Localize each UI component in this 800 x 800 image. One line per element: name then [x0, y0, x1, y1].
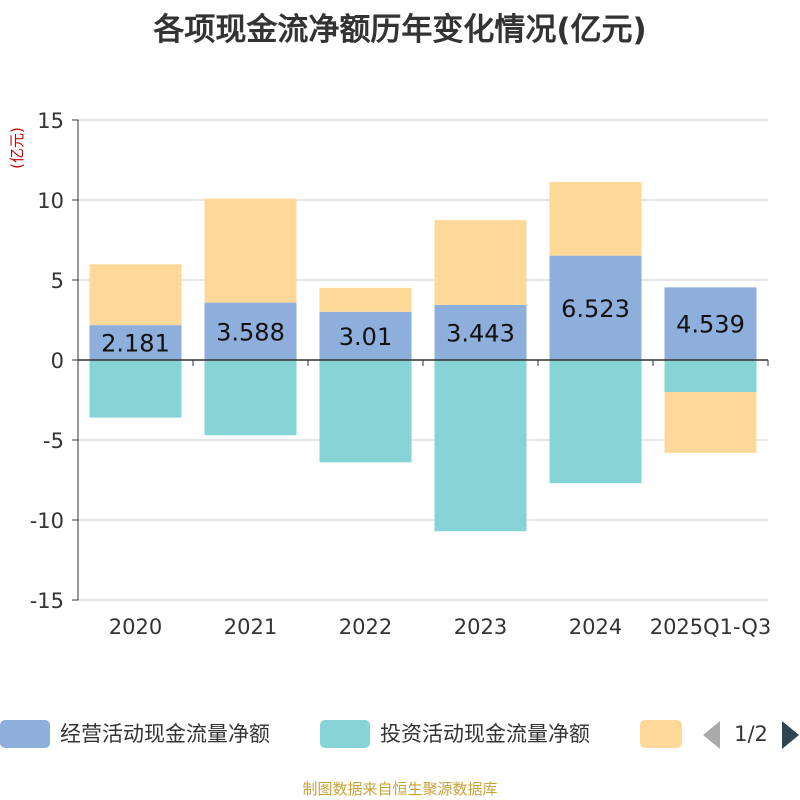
data-label-2023: 3.443 — [446, 319, 515, 347]
pager-prev-icon[interactable] — [703, 721, 720, 749]
y-tick-label: 15 — [37, 109, 64, 133]
bar-s2-2020[interactable] — [89, 264, 182, 326]
axes: 15 10 5 0 -5 -10 -15 2020 2021 2022 2023 2024 2025Q1… — [30, 109, 772, 639]
y-axis-unit-label: (亿元) — [8, 127, 26, 169]
pager-next-icon[interactable] — [782, 721, 799, 749]
bar-s1-2024[interactable] — [549, 360, 642, 484]
bar-s0-2020[interactable] — [89, 325, 182, 360]
bar-s1-2021[interactable] — [204, 360, 297, 436]
y-tick-label: -15 — [30, 589, 64, 613]
legend-item-operating[interactable]: 经营活动现金流量净额 — [0, 720, 270, 748]
bar-s2-2024[interactable] — [549, 182, 642, 256]
data-label-2021: 3.588 — [216, 318, 285, 346]
x-tick-label: 2020 — [109, 615, 162, 639]
bar-s2-2022[interactable] — [319, 287, 412, 312]
bar-s2-2023[interactable] — [434, 220, 527, 305]
x-tick-label: 2024 — [569, 615, 622, 639]
pager-indicator: 1/2 — [734, 722, 768, 746]
bar-s0-2024[interactable] — [549, 255, 642, 360]
y-tick-label: 0 — [51, 349, 64, 373]
bar-s0-2023[interactable] — [434, 304, 527, 360]
source-note: 制图数据来自恒生聚源数据库 — [302, 780, 498, 798]
legend-label-operating: 经营活动现金流量净额 — [60, 722, 270, 746]
grid-lines — [78, 119, 768, 601]
bars — [89, 182, 757, 532]
x-tick-label: 2022 — [339, 615, 392, 639]
bar-s2-2021[interactable] — [204, 198, 297, 303]
legend-swatch-operating — [0, 720, 50, 748]
y-tick-label: 5 — [51, 269, 64, 293]
chart-title: 各项现金流净额历年变化情况(亿元) — [153, 12, 647, 48]
bar-s1-2022[interactable] — [319, 360, 412, 463]
bar-s2-2025Q1-Q3[interactable] — [664, 392, 757, 453]
data-label-2020: 2.181 — [101, 330, 170, 358]
data-labels: 2.181 3.588 3.01 3.443 6.523 4.539 — [101, 295, 745, 358]
x-tick-label: 2025Q1-Q3 — [650, 615, 772, 639]
bar-s1-2023[interactable] — [434, 360, 527, 532]
bar-s1-2020[interactable] — [89, 360, 182, 418]
data-label-2024: 6.523 — [561, 295, 630, 323]
data-label-2025Q1-Q3: 4.539 — [676, 311, 745, 339]
x-tick-label: 2021 — [224, 615, 277, 639]
bar-s1-2025Q1-Q3[interactable] — [664, 360, 757, 392]
legend: 经营活动现金流量净额 投资活动现金流量净额 1/2 — [0, 720, 799, 749]
legend-swatch-investing — [320, 720, 370, 748]
bar-s0-2025Q1-Q3[interactable] — [664, 287, 757, 360]
bar-s0-2021[interactable] — [204, 302, 297, 360]
y-tick-label: -10 — [30, 509, 64, 533]
y-tick-label: 10 — [37, 189, 64, 213]
bar-s0-2022[interactable] — [319, 311, 412, 360]
legend-swatch-financing[interactable] — [640, 720, 682, 748]
data-label-2022: 3.01 — [339, 323, 392, 351]
legend-item-investing[interactable]: 投资活动现金流量净额 — [320, 720, 590, 748]
y-tick-label: -5 — [43, 429, 64, 453]
legend-label-investing: 投资活动现金流量净额 — [380, 722, 590, 746]
x-tick-label: 2023 — [454, 615, 507, 639]
